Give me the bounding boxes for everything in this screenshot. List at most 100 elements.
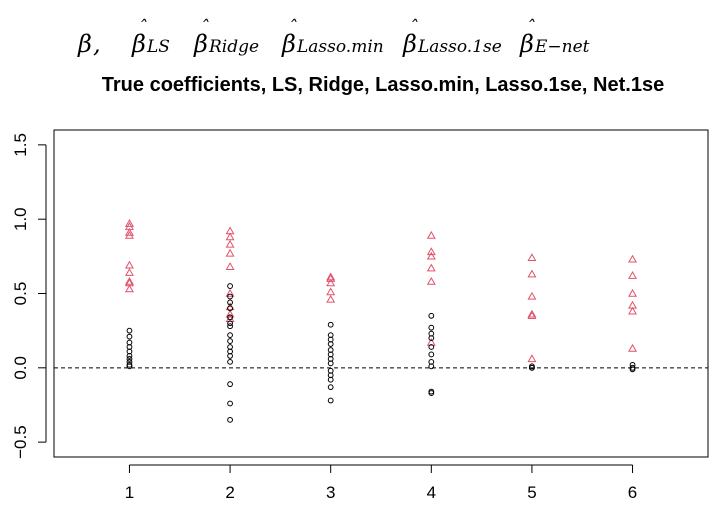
estimate-point <box>426 337 436 346</box>
estimate-point <box>628 288 638 297</box>
coefficient-point <box>529 364 535 371</box>
estimate-point <box>326 278 336 287</box>
x-tick-label: 3 <box>326 483 335 502</box>
estimate-point <box>527 269 537 278</box>
estimator-subscript: LS <box>146 37 170 57</box>
y-tick-label: −0.5 <box>11 425 30 459</box>
estimate-point <box>426 277 436 285</box>
estimate-point <box>225 288 235 297</box>
estimator-subscript: Lasso.min <box>296 37 384 57</box>
coefficient-point <box>227 283 233 289</box>
y-tick-label: 0.0 <box>11 356 30 380</box>
coefficient-point <box>327 341 334 347</box>
chart-title: True coefficients, LS, Ridge, Lasso.min,… <box>102 74 664 96</box>
x-tick-label: 5 <box>527 483 536 502</box>
beta-symbol: β <box>193 30 208 58</box>
estimate-point <box>527 354 537 363</box>
coefficient-point <box>428 324 435 331</box>
hat-accent: ˆ <box>288 17 297 38</box>
coefficient-point <box>428 390 435 396</box>
coefficient-point <box>126 363 133 370</box>
estimate-point <box>124 284 134 293</box>
y-axis: −0.5 0.0 0.5 1.0 1.5 <box>11 133 47 459</box>
x-tick-label: 6 <box>628 483 637 502</box>
estimate-point <box>628 343 638 352</box>
estimator-symbol: βˆE−net <box>519 17 590 58</box>
coefficient-point <box>227 320 233 327</box>
x-tick-label: 1 <box>125 483 134 502</box>
coefficient-point <box>428 312 435 319</box>
coefficient-point <box>327 321 334 328</box>
beta-symbol: β <box>402 30 417 58</box>
coefficient-point <box>227 299 233 306</box>
hat-accent: ˆ <box>138 17 147 38</box>
coefficient-point <box>227 332 233 339</box>
coefficient-point <box>227 358 233 365</box>
estimator-symbol: β, <box>77 30 101 58</box>
coefficient-point <box>428 335 435 341</box>
coefficient-point <box>327 384 334 391</box>
coefficient-point <box>227 400 233 407</box>
x-axis: 1 2 3 4 5 6 <box>125 464 637 502</box>
estimator-subscript: E−net <box>534 37 590 57</box>
estimate-point <box>225 262 235 270</box>
estimate-point <box>225 309 235 318</box>
estimate-point <box>628 306 638 315</box>
y-tick-label: 0.5 <box>11 282 30 306</box>
coefficient-point <box>327 397 334 404</box>
coefficient-point <box>428 351 435 358</box>
beta-symbol: β <box>519 30 534 58</box>
estimate-point <box>124 227 134 236</box>
estimate-point <box>426 251 436 260</box>
coefficient-point <box>327 376 334 383</box>
estimate-point <box>225 248 235 257</box>
coefficient-point <box>227 416 233 423</box>
estimate-point <box>426 247 436 256</box>
y-tick-label: 1.0 <box>11 207 30 231</box>
estimate-point <box>628 254 638 263</box>
y-tick-label: 1.5 <box>11 133 30 157</box>
estimate-point <box>124 260 134 269</box>
plot-area-frame <box>53 129 709 458</box>
coefficient-point <box>227 323 233 330</box>
estimate-point <box>426 263 436 272</box>
data-points <box>124 219 638 423</box>
coefficient-point <box>428 344 435 350</box>
estimate-point <box>426 230 436 239</box>
estimate-point <box>326 294 336 303</box>
coefficient-point <box>227 381 233 388</box>
hat-accent: ˆ <box>409 17 418 38</box>
beta-symbol: β <box>131 30 146 58</box>
coefficient-point <box>126 353 133 359</box>
coefficient-point <box>227 305 233 312</box>
estimator-subscript: Lasso.1se <box>417 37 502 57</box>
estimate-point <box>628 271 638 279</box>
estimate-point <box>225 239 235 248</box>
beta-symbol: β <box>77 30 92 58</box>
estimate-point <box>326 287 336 296</box>
coefficient-point <box>428 363 435 370</box>
estimate-point <box>527 291 537 300</box>
hat-accent: ˆ <box>526 17 535 38</box>
coefficient-point <box>227 293 233 300</box>
estimate-point <box>326 274 336 282</box>
coefficient-point <box>227 353 233 359</box>
coefficient-point <box>227 338 233 344</box>
estimate-point <box>124 219 134 227</box>
estimate-point <box>527 309 537 318</box>
estimate-point <box>124 268 134 276</box>
estimate-point <box>225 232 235 241</box>
coefficient-point <box>227 314 233 321</box>
symbol-separator: , <box>93 30 101 58</box>
coefficient-point <box>327 360 334 367</box>
estimate-point <box>527 311 537 319</box>
x-tick-label: 4 <box>427 483 436 502</box>
estimate-point <box>124 230 134 239</box>
coefficient-point <box>126 356 133 362</box>
